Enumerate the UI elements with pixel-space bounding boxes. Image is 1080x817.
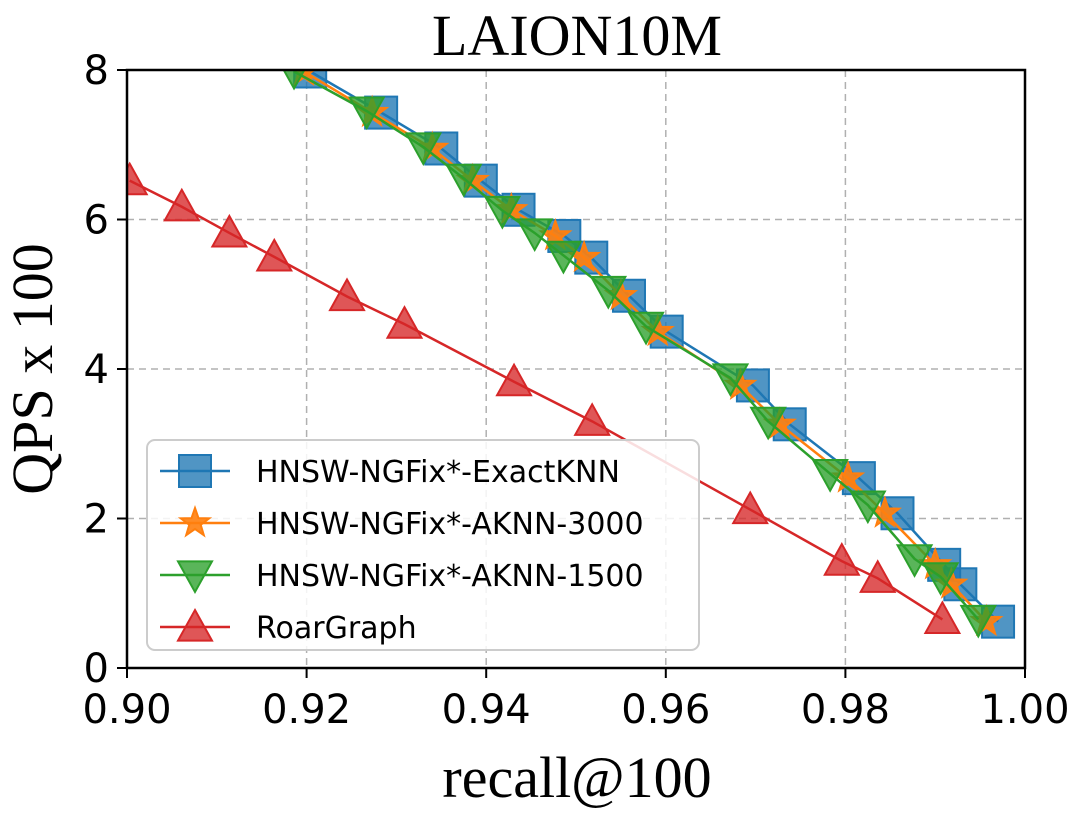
legend-marker [176,607,214,642]
legend-marker [178,454,212,488]
y-tick-label: 4 [84,347,109,393]
data-point [823,542,861,576]
legend: HNSW-NGFix*-ExactKNN HNSW-NGFix*-AKNN-300… [146,439,700,651]
data-point [849,490,887,525]
data-point [811,459,849,493]
data-point [749,406,787,441]
data-point [627,311,665,346]
series-3 [127,161,962,635]
data-point [385,305,424,339]
legend-box [146,439,700,651]
data-point [127,161,149,196]
data-point [589,275,628,310]
data-point [163,187,201,222]
data-point [959,604,998,639]
data-point [859,559,897,593]
legend-item: HNSW-NGFix*-AKNN-1500 [160,559,644,595]
x-tick-label: 0.94 [442,687,531,733]
data-point [731,490,769,525]
x-axis-label: recall@100 [442,745,711,810]
legend-item: RoarGraph [160,607,417,646]
data-point [923,600,962,635]
series-layer [127,70,1016,639]
legend-label: HNSW-NGFix*-AKNN-1500 [256,559,644,594]
x-tick-label: 0.96 [621,687,710,733]
legend-marker [177,504,213,538]
data-point [445,163,483,198]
data-point [483,195,522,230]
x-tick-label: 1.00 [980,687,1069,733]
data-point [404,132,443,167]
y-tick-label: 6 [84,198,109,244]
data-point [515,218,554,253]
data-point [921,562,960,596]
ticks: 0.90 0.92 0.94 0.96 0.98 1.00 0 2 4 6 8 [82,48,1069,733]
legend-marker [176,560,214,595]
data-point [348,96,386,131]
legend-label: HNSW-NGFix*-ExactKNN [256,455,620,490]
x-tick-label: 0.98 [801,687,890,733]
legend-label: RoarGraph [256,611,417,646]
series-line [293,70,980,621]
legend-item: HNSW-NGFix*-ExactKNN [160,454,620,490]
y-axis-label: QPS x 100 [0,243,65,494]
data-point [711,363,750,398]
series-2 [282,70,998,639]
x-tick-label: 0.90 [82,687,171,733]
data-point [255,237,293,272]
data-point [544,240,583,275]
data-point [895,544,934,578]
data-point [573,402,611,436]
data-point [282,70,306,91]
y-tick-label: 2 [84,497,109,543]
y-tick-label: 8 [84,48,109,94]
x-tick-label: 0.92 [262,687,351,733]
data-point [210,213,249,248]
chart-title: LAION10M [432,3,722,68]
legend-item: HNSW-NGFix*-AKNN-3000 [160,504,644,542]
y-tick-label: 0 [84,646,109,692]
legend-label: HNSW-NGFix*-AKNN-3000 [256,507,644,542]
data-point [495,362,533,397]
data-point [328,277,366,312]
